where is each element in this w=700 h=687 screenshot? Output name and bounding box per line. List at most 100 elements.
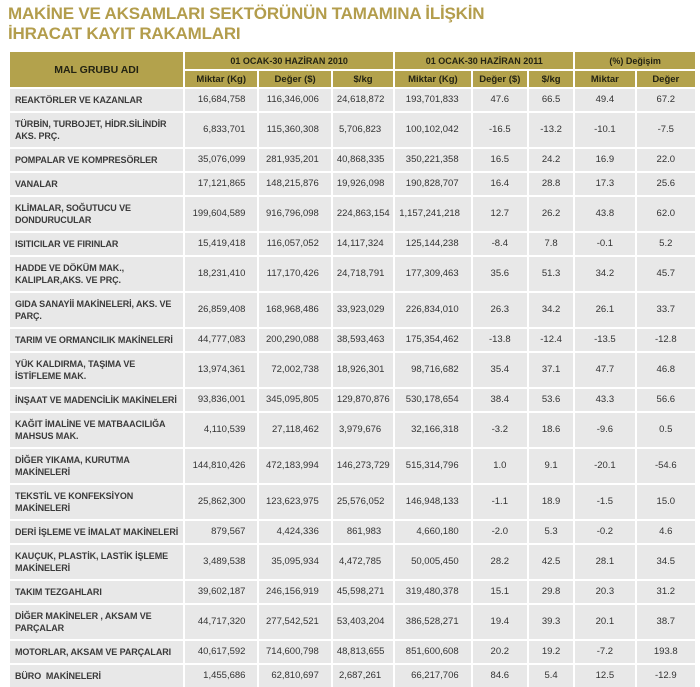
cell: 530,178,654 — [395, 389, 471, 411]
sub-header-row: Miktar (Kg) Değer ($) $/kg Miktar (Kg) Değer… — [10, 71, 695, 87]
row-label: ISITICILAR VE FIRINLAR — [10, 233, 184, 255]
row-label: DERİ İŞLEME VE İMALAT MAKİNELERİ — [10, 521, 184, 543]
cell: 26.1 — [575, 293, 635, 327]
cell: 44,717,320 — [185, 605, 258, 639]
cell: 16,684,758 — [185, 89, 258, 111]
cell: 72,002,738 — [259, 353, 331, 387]
table-row: TEKSTİL VE KONFEKSİYON MAKİNELERİ 25,862,… — [10, 485, 695, 519]
table-row: TÜRBİN, TURBOJET, HİDR.SİLİNDİR AKS. PRÇ… — [10, 113, 695, 147]
cell: 53,403,204 — [332, 605, 394, 639]
cell: 47.6 — [472, 89, 527, 111]
cell: 714,600,798 — [259, 641, 331, 663]
row-label: DİĞER YIKAMA, KURUTMA MAKİNELERİ — [10, 449, 184, 483]
cell: -3.2 — [472, 413, 527, 447]
cell: 4,110,539 — [185, 413, 258, 447]
row-label: POMPALAR VE KOMPRESÖRLER — [10, 149, 184, 171]
cell: 4,424,336 — [259, 521, 331, 543]
cell: 26.3 — [472, 293, 527, 327]
cell: 38.7 — [636, 605, 695, 639]
cell: 35.6 — [472, 257, 527, 291]
cell: 0.5 — [636, 413, 695, 447]
cell: 116,346,006 — [259, 89, 331, 111]
cell: 47.7 — [575, 353, 635, 387]
table-row: POMPALAR VE KOMPRESÖRLER 35,076,099 281,93… — [10, 149, 695, 171]
cell: 93,836,001 — [185, 389, 258, 411]
row-label: HADDE VE DÖKÜM MAK., KALIPLAR,AKS. VE PR… — [10, 257, 184, 291]
cell: 6,833,701 — [185, 113, 258, 147]
column-header: Değer ($) — [472, 71, 527, 87]
cell: 35,095,934 — [259, 545, 331, 579]
cell: 19,926,098 — [332, 173, 394, 195]
cell: 84.6 — [472, 665, 527, 687]
cell: 350,221,358 — [395, 149, 471, 171]
column-header: $/kg — [528, 71, 574, 87]
row-label: REAKTÖRLER VE KAZANLAR — [10, 89, 184, 111]
table-row: DİĞER YIKAMA, KURUTMA MAKİNELERİ 144,810,… — [10, 449, 695, 483]
cell: -7.2 — [575, 641, 635, 663]
cell: 40,868,335 — [332, 149, 394, 171]
cell: 168,968,486 — [259, 293, 331, 327]
cell: 62,810,697 — [259, 665, 331, 687]
table-row: GIDA SANAYİİ MAKİNELERİ, AKS. VE PARÇ. 26… — [10, 293, 695, 327]
cell: 16.9 — [575, 149, 635, 171]
cell: 15.1 — [472, 581, 527, 603]
cell: -12.8 — [636, 329, 695, 351]
row-label: KLİMALAR, SOĞUTUCU VE DONDURUCULAR — [10, 197, 184, 231]
cell: 42.5 — [528, 545, 574, 579]
cell: 16.4 — [472, 173, 527, 195]
cell: 45,598,271 — [332, 581, 394, 603]
cell: -0.2 — [575, 521, 635, 543]
cell: 7.8 — [528, 233, 574, 255]
cell: 18.6 — [528, 413, 574, 447]
cell: -8.4 — [472, 233, 527, 255]
cell: 146,948,133 — [395, 485, 471, 519]
cell: 851,600,608 — [395, 641, 471, 663]
group-header-change: (%) Değişim — [575, 52, 695, 69]
table-row: BÜRO MAKİNELERİ 1,455,686 62,810,697 2,687,… — [10, 665, 695, 687]
cell: 20.2 — [472, 641, 527, 663]
column-header: Miktar (Kg) — [395, 71, 471, 87]
cell: -13.8 — [472, 329, 527, 351]
cell: 472,183,994 — [259, 449, 331, 483]
cell: 17.3 — [575, 173, 635, 195]
cell: 4,472,785 — [332, 545, 394, 579]
cell: -13.2 — [528, 113, 574, 147]
cell: 28.8 — [528, 173, 574, 195]
cell: 916,796,098 — [259, 197, 331, 231]
cell: 1.0 — [472, 449, 527, 483]
table-header: MAL GRUBU ADI 01 OCAK-30 HAZİRAN 2010 01… — [10, 52, 695, 87]
cell: 879,567 — [185, 521, 258, 543]
cell: 5.4 — [528, 665, 574, 687]
cell: 1,455,686 — [185, 665, 258, 687]
column-header: $/kg — [332, 71, 394, 87]
cell: 34.2 — [575, 257, 635, 291]
cell: -9.6 — [575, 413, 635, 447]
row-label: İNŞAAT VE MADENCİLİK MAKİNELERİ — [10, 389, 184, 411]
cell: 12.5 — [575, 665, 635, 687]
cell: 5.3 — [528, 521, 574, 543]
group-header-2011: 01 OCAK-30 HAZİRAN 2011 — [395, 52, 574, 69]
cell: 40,617,592 — [185, 641, 258, 663]
cell: 193.8 — [636, 641, 695, 663]
cell: 49.4 — [575, 89, 635, 111]
cell: -0.1 — [575, 233, 635, 255]
cell: 24.2 — [528, 149, 574, 171]
table-row: YÜK KALDIRMA, TAŞIMA VE İSTİFLEME MAK. 13… — [10, 353, 695, 387]
group-header-2010: 01 OCAK-30 HAZİRAN 2010 — [185, 52, 394, 69]
cell: 35.4 — [472, 353, 527, 387]
cell: 281,935,201 — [259, 149, 331, 171]
cell: 24,618,872 — [332, 89, 394, 111]
cell: 177,309,463 — [395, 257, 471, 291]
cell: -7.5 — [636, 113, 695, 147]
cell: 31.2 — [636, 581, 695, 603]
cell: 18,231,410 — [185, 257, 258, 291]
table-row: REAKTÖRLER VE KAZANLAR 16,684,758 116,346,… — [10, 89, 695, 111]
cell: -2.0 — [472, 521, 527, 543]
table-row: DİĞER MAKİNELER , AKSAM VE PARÇALAR 44,71… — [10, 605, 695, 639]
cell: 66,217,706 — [395, 665, 471, 687]
cell: 515,314,796 — [395, 449, 471, 483]
cell: 33,923,029 — [332, 293, 394, 327]
cell: 12.7 — [472, 197, 527, 231]
cell: 48,813,655 — [332, 641, 394, 663]
cell: 43.3 — [575, 389, 635, 411]
